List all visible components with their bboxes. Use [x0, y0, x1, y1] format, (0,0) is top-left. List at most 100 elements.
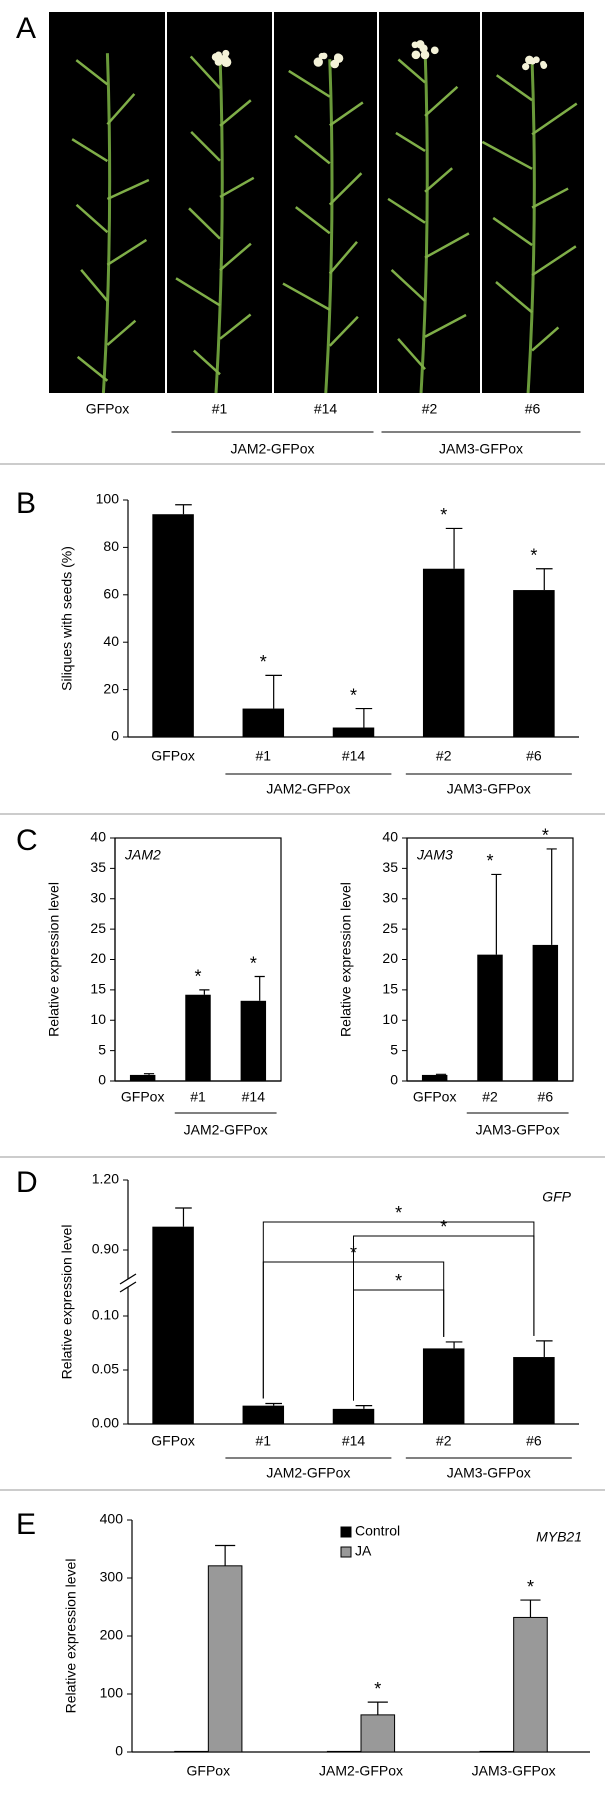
branch: [492, 216, 533, 247]
branch: [397, 338, 426, 371]
branch: [76, 355, 109, 382]
y-tick-label: 30: [382, 889, 398, 905]
x-tick-label: #2: [482, 1089, 498, 1105]
significance-marker: *: [440, 505, 447, 525]
bar: [513, 590, 555, 737]
x-tick-label: #2: [436, 748, 452, 764]
branch: [106, 238, 148, 266]
error-bar: [175, 1207, 192, 1227]
flower: [525, 55, 534, 65]
y-tick-label: 0.90: [92, 1241, 119, 1257]
x-tick-label: #6: [526, 748, 542, 764]
significance-marker: *: [542, 826, 549, 846]
branch: [106, 319, 137, 346]
comparison-marker: *: [395, 1271, 402, 1291]
significance-marker: *: [194, 967, 201, 987]
y-tick-label: 1.20: [92, 1171, 119, 1187]
x-tick-label: GFPox: [413, 1089, 457, 1105]
branch: [295, 206, 331, 235]
flower: [318, 52, 325, 60]
branch: [219, 313, 252, 340]
branch: [328, 240, 358, 275]
flower: [420, 50, 430, 60]
bar: [185, 994, 211, 1081]
y-tick-label: 15: [382, 981, 398, 997]
x-tick-label: GFPox: [151, 1433, 195, 1449]
y-tick-label: 35: [90, 859, 106, 875]
error-bar: [445, 527, 463, 569]
flower: [334, 53, 342, 62]
x-tick-label: #6: [526, 1433, 542, 1449]
stem: [101, 53, 112, 394]
branch: [75, 203, 109, 234]
panel-letter: E: [16, 1508, 36, 1541]
panel-letter: C: [16, 824, 38, 857]
flower: [221, 57, 232, 68]
bar: [479, 1750, 515, 1753]
comparison-marker: *: [440, 1217, 447, 1237]
y-tick-label: 100: [96, 491, 120, 507]
stem: [526, 61, 536, 394]
error-bar: [520, 1599, 541, 1618]
y-tick-label: 40: [103, 633, 119, 649]
bar: [422, 568, 465, 737]
flower: [540, 60, 547, 67]
branch: [106, 93, 136, 126]
flower: [430, 46, 439, 55]
y-tick-label: 0.00: [92, 1415, 119, 1431]
legend-swatch: [340, 1526, 352, 1538]
axis-break-mark: [119, 1273, 137, 1285]
error-bar: [199, 989, 210, 995]
comparison-bracket: [353, 1289, 445, 1401]
bar: [240, 1000, 267, 1081]
x-tick-label: #1: [190, 1089, 206, 1105]
y-tick-label: 10: [90, 1011, 106, 1027]
y-tick-label: 5: [98, 1041, 106, 1057]
y-tick-label: 0: [390, 1072, 398, 1088]
y-tick-label: 0: [98, 1072, 106, 1088]
y-tick-label: 200: [100, 1627, 124, 1643]
error-bar: [535, 568, 553, 591]
y-axis-label: Relative expression level: [59, 1225, 75, 1380]
branch: [175, 277, 221, 307]
group-label: JAM3-GFPox: [476, 1122, 560, 1138]
branch: [495, 74, 533, 102]
significance-marker: *: [374, 1679, 381, 1699]
x-tick-label: #1: [256, 1433, 272, 1449]
y-tick-label: 60: [103, 586, 119, 602]
branch: [188, 207, 221, 240]
group-label: JAM3-GFPox: [439, 441, 523, 457]
group-label: JAM2-GFPox: [230, 441, 314, 457]
flower: [522, 63, 530, 71]
y-tick-label: 0: [111, 728, 119, 744]
bar: [532, 944, 559, 1081]
gene-label: JAM2: [124, 847, 161, 863]
bar: [129, 1074, 156, 1081]
x-tick-label: #14: [242, 1089, 266, 1105]
bar: [422, 1348, 465, 1424]
stem: [324, 59, 334, 394]
photo-label: #14: [314, 401, 338, 417]
bar: [326, 1750, 362, 1753]
bar: [242, 708, 285, 737]
branch: [192, 349, 221, 376]
branch: [190, 131, 221, 162]
x-tick-label: GFPox: [121, 1089, 165, 1105]
y-tick-label: 5: [390, 1041, 398, 1057]
error-bar: [265, 1402, 282, 1406]
comparison-marker: *: [395, 1203, 402, 1223]
x-tick-label: #6: [538, 1089, 554, 1105]
y-tick-label: 10: [382, 1011, 398, 1027]
group-label: JAM3-GFPox: [447, 1465, 531, 1481]
photo-label: #1: [212, 401, 228, 417]
y-tick-label: 400: [100, 1511, 124, 1527]
y-tick-label: 80: [103, 538, 119, 554]
x-tick-label: GFPox: [187, 1763, 231, 1779]
error-bar: [435, 1073, 447, 1075]
significance-marker: *: [486, 851, 493, 871]
x-tick-label: #2: [436, 1433, 452, 1449]
gene-label: GFP: [542, 1189, 571, 1205]
legend-swatch: [340, 1546, 352, 1558]
